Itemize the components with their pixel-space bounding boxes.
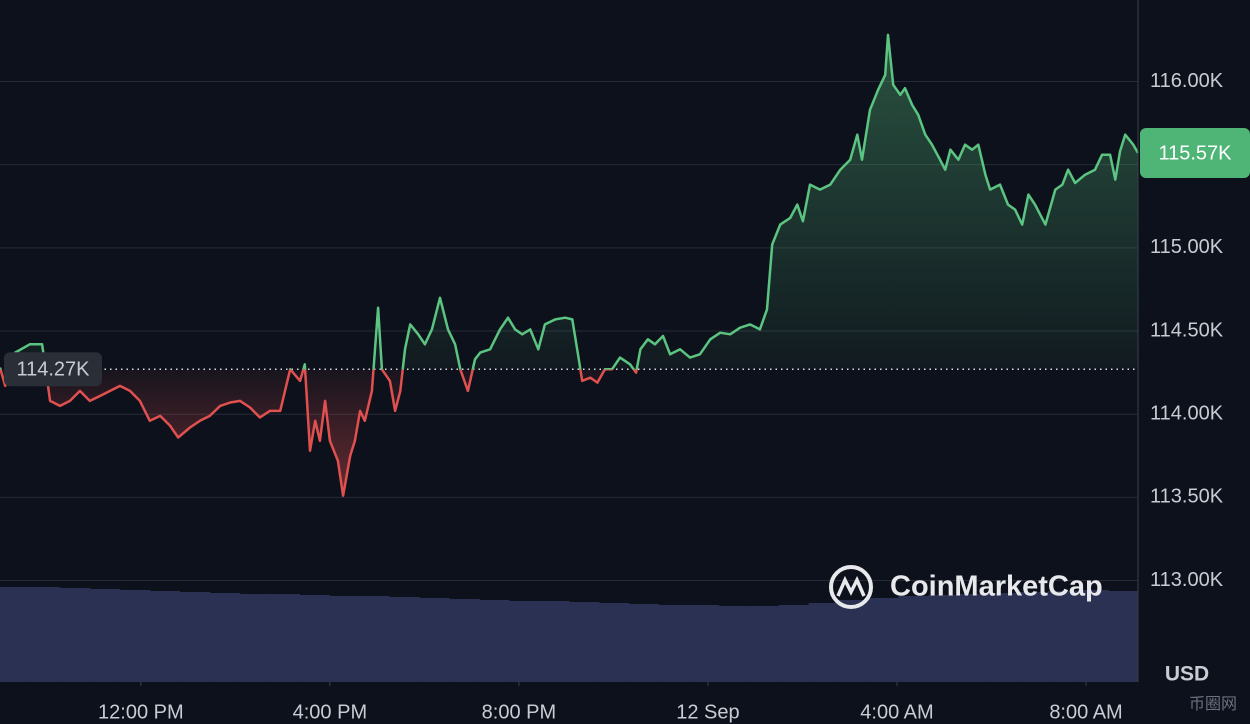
- baseline-label-box: [4, 352, 102, 387]
- volume-bar: [928, 595, 959, 682]
- volume-bar: [569, 602, 600, 682]
- y-tick-label: 113.50K: [1150, 486, 1224, 508]
- logo-mark: [836, 575, 866, 597]
- volume-bar: [59, 588, 91, 682]
- volume-bar: [718, 606, 750, 682]
- volume-bar: [598, 603, 630, 682]
- logo: [829, 565, 873, 609]
- volume-bar: [658, 605, 690, 682]
- volume-bar: [539, 601, 570, 682]
- volume-bar: [269, 594, 300, 682]
- last-price-box: [1140, 128, 1250, 179]
- baseline-label: 114.27K: [16, 359, 90, 381]
- volume-bar: [1018, 592, 1049, 682]
- y-tick-label: 114.00K: [1150, 402, 1224, 424]
- volume-bar: [419, 598, 450, 682]
- volume-bar: [988, 593, 1019, 682]
- x-tick-label: 8:00 AM: [1049, 701, 1122, 723]
- volume-bar: [509, 601, 540, 682]
- volume-bar: [119, 590, 151, 682]
- volume-bar: [239, 594, 271, 682]
- y-tick-label: 116.00K: [1150, 70, 1224, 92]
- y-tick-label: 114.50K: [1150, 319, 1224, 341]
- volume-bar: [359, 596, 390, 682]
- volume-bar: [748, 606, 780, 682]
- volume-bar: [149, 591, 181, 682]
- corner-watermark: 币圈网: [1189, 695, 1237, 713]
- watermark-text: CoinMarketCap: [890, 571, 1103, 603]
- volume-bar: [179, 592, 211, 682]
- price-line: [0, 33, 1140, 497]
- volume-bar: [1048, 591, 1079, 682]
- volume-bar: [778, 605, 810, 682]
- volume-bar: [0, 587, 31, 682]
- volume-bar: [1108, 591, 1139, 682]
- volume-bar: [898, 596, 929, 682]
- volume-bar: [1078, 590, 1109, 682]
- volume-bar: [808, 603, 840, 682]
- x-tick-label: 4:00 PM: [293, 701, 367, 723]
- last-price-label: 115.57K: [1158, 142, 1232, 164]
- volume-bar: [389, 597, 420, 682]
- watermark: CoinMarketCap: [829, 565, 1103, 609]
- y-tick-label: 115.00K: [1150, 236, 1224, 258]
- volume-bar: [958, 594, 989, 682]
- x-tick-label: 4:00 AM: [860, 701, 933, 723]
- volume-bar: [29, 587, 61, 682]
- volume-bar: [89, 589, 121, 682]
- volume-bar: [449, 599, 480, 682]
- volume-bar: [868, 598, 899, 682]
- volume-bar: [838, 600, 869, 682]
- y-tick-label: 113.00K: [1150, 569, 1224, 591]
- volume-bar: [688, 605, 720, 682]
- volume-bar: [329, 596, 360, 682]
- x-tick-label: 12:00 PM: [98, 701, 184, 723]
- volume-bar: [479, 600, 510, 682]
- volume-bar: [299, 595, 330, 682]
- x-tick-label: 12 Sep: [676, 701, 739, 723]
- currency-label: USD: [1165, 663, 1209, 686]
- volume-bar: [209, 593, 241, 682]
- x-tick-label: 8:00 PM: [482, 701, 556, 723]
- volume-bar: [628, 604, 660, 682]
